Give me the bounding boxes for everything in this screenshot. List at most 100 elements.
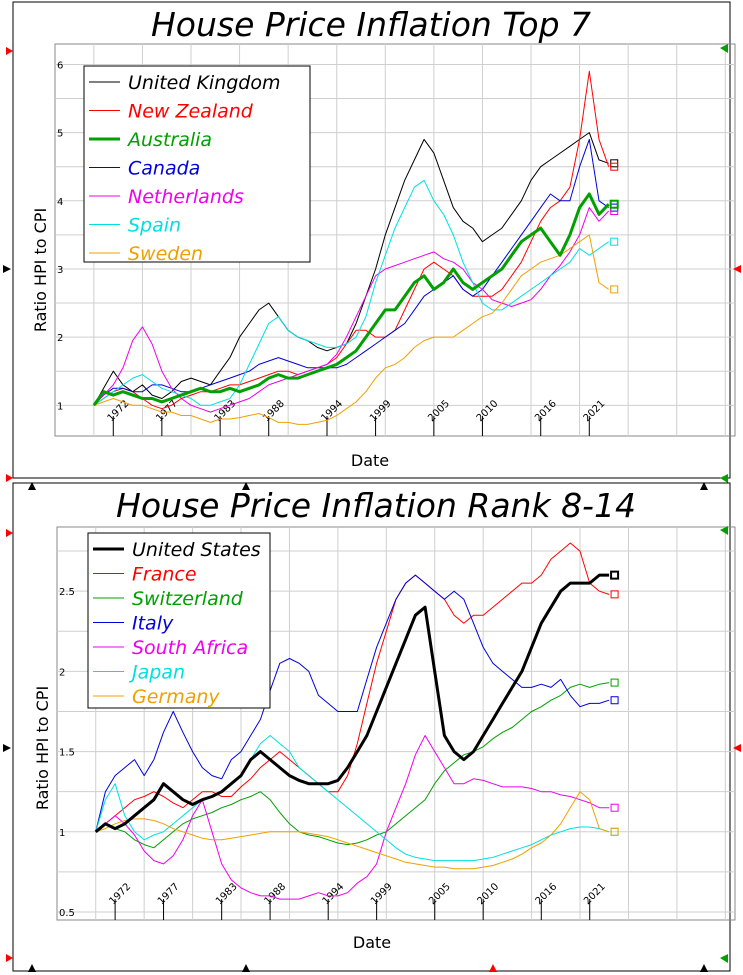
chart-top7-legend: United Kingdom New Zealand Australia Canada…: [83, 65, 311, 265]
x-tick-label: 1972: [107, 881, 133, 907]
series-line: [93, 70, 610, 410]
x-tick-label: 2016: [533, 398, 559, 424]
legend-label: New Zealand: [128, 101, 254, 123]
legend-label: Switzerland: [132, 588, 244, 610]
chart-top7: House Price Inflation Top 7 1972 1977 1983…: [3, 1, 741, 483]
marker-arrow-black: [700, 482, 708, 490]
series-end-marker: [610, 678, 619, 687]
y-tick-label: 2: [57, 333, 63, 344]
legend-box: [83, 65, 311, 263]
marker-arrow-red: [6, 529, 13, 537]
x-tick-label: 2021: [582, 398, 608, 424]
chart-rank8-14-y-ticks: 0.5 1 1.5 2 2.5: [59, 587, 75, 919]
chart-rank8-14-frame: [12, 482, 731, 972]
series-line: [93, 132, 609, 406]
x-tick-label: 1999: [368, 398, 394, 424]
series-end-marker: [610, 803, 619, 812]
chart-top7-y-ticks: 1 2 3 4 5 6: [57, 60, 63, 412]
legend-label: Netherlands: [128, 186, 244, 208]
chart-rank8-14-x-axis-label: Date: [353, 933, 391, 952]
marker-arrow-black: [700, 964, 708, 972]
x-tick-label: 1988: [262, 881, 288, 907]
x-tick-label: 2016: [534, 881, 560, 907]
x-tick-label: 2010: [475, 398, 501, 424]
y-tick-label: 3: [57, 265, 63, 276]
legend-label: United Kingdom: [128, 72, 281, 94]
marker-arrow-red: [6, 954, 13, 962]
marker-arrow-black: [3, 265, 11, 273]
x-tick-label: 2005: [426, 398, 452, 424]
series-end-marker: [610, 237, 619, 246]
x-tick-label: 2005: [427, 881, 453, 907]
y-tick-label: 2: [59, 667, 65, 678]
legend-label: Canada: [128, 158, 200, 180]
chart-rank8-14: House Price Inflation Rank 8-14 1972 1977…: [3, 482, 741, 972]
series-end-marker: [609, 199, 619, 209]
y-tick-label: 1: [59, 828, 65, 839]
marker-arrow-black: [242, 964, 250, 972]
chart-rank8-14-x-ticks: 1972 1977 1983 1988 1994 1999 2005 2010 2016 2021: [107, 881, 608, 920]
series-line: [92, 192, 610, 407]
chart-top7-y-axis-label: Ratio HPI to CPI: [31, 208, 50, 332]
legend-label: United States: [132, 539, 261, 561]
marker-arrow-red: [733, 265, 741, 273]
legend-label: France: [132, 564, 197, 586]
series-line: [95, 735, 610, 900]
series-end-marker: [610, 285, 619, 294]
legend-label: South Africa: [132, 637, 248, 659]
legend-box: [87, 532, 271, 709]
y-tick-label: 2.5: [59, 587, 75, 598]
series-line: [93, 234, 609, 425]
x-tick-label: 1983: [214, 881, 240, 907]
y-tick-label: 1: [57, 401, 63, 412]
marker-arrow-green: [720, 954, 728, 963]
marker-arrow-green: [720, 44, 728, 53]
chart-rank8-14-plot-area: [56, 526, 736, 921]
legend-label: Sweden: [128, 243, 203, 265]
x-tick-label: 1999: [369, 881, 395, 907]
legend-label: Italy: [132, 613, 174, 635]
marker-arrow-red: [6, 47, 13, 55]
marker-arrow-red: [733, 744, 741, 752]
marker-arrow-green: [720, 474, 728, 483]
chart-rank8-14-title: House Price Inflation Rank 8-14: [116, 486, 636, 525]
chart-top7-x-axis-label: Date: [351, 451, 389, 470]
x-tick-label: 2010: [476, 881, 502, 907]
series-line: [95, 791, 610, 870]
marker-arrow-black: [242, 482, 250, 490]
series-end-marker: [610, 162, 619, 171]
x-tick-label: 2021: [582, 881, 608, 907]
y-tick-label: 0.5: [59, 908, 75, 919]
legend-label: Japan: [128, 662, 185, 684]
y-tick-label: 4: [57, 197, 63, 208]
series-end-marker: [610, 696, 619, 705]
series-end-marker: [610, 827, 619, 836]
series-line: [94, 573, 610, 833]
chart-top7-title: House Price Inflation Top 7: [151, 5, 591, 44]
marker-arrow-green: [720, 526, 728, 535]
y-tick-label: 1.5: [59, 748, 75, 759]
x-tick-label: 1972: [106, 398, 132, 424]
series-end-marker: [610, 570, 620, 580]
marker-arrow-black: [28, 482, 36, 490]
series-line: [95, 735, 610, 862]
marker-arrow-red: [6, 474, 13, 482]
series-line: [93, 138, 609, 406]
legend-label: Australia: [126, 129, 212, 151]
y-tick-label: 6: [57, 60, 63, 71]
series-end-marker: [610, 590, 619, 599]
chart-top7-x-ticks: 1972 1977 1983 1988 1994 1999 2005 2010 2016 2021: [106, 398, 608, 436]
marker-arrow-black: [28, 964, 36, 972]
x-tick-label: 1977: [156, 881, 182, 907]
marker-arrow-red: [489, 964, 497, 972]
chart-top7-frame: [12, 1, 731, 479]
chart-top7-plot-area: [54, 43, 736, 437]
legend-label: Spain: [128, 215, 181, 237]
series-line: [95, 682, 610, 849]
marker-arrow-black: [3, 744, 11, 752]
y-tick-label: 5: [57, 129, 63, 140]
chart-rank8-14-y-axis-label: Ratio HPI to CPI: [33, 686, 52, 810]
chart-top7-series: [92, 70, 619, 425]
